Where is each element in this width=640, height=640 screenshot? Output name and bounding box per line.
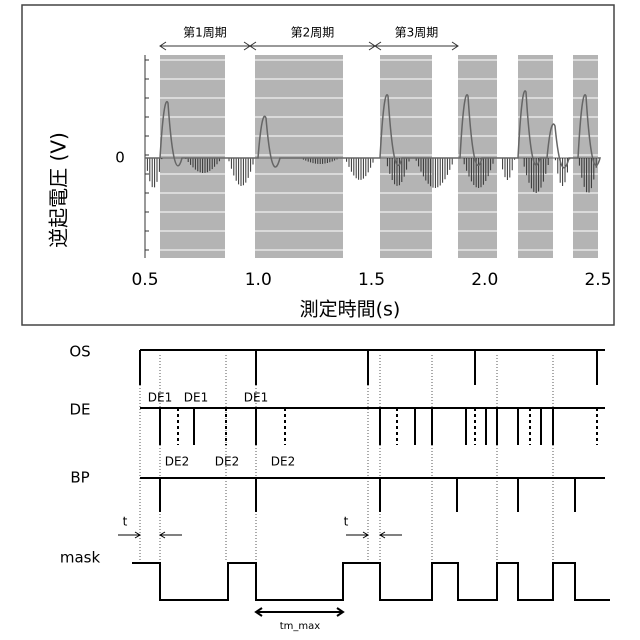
period-band [160,55,225,258]
timing-diagram: OS DE BP mask DE1 DE1 DE1 DE2 DE2 DE2 t t tm_max [60,343,610,633]
t-label: t [344,515,349,529]
figure: 0.5 1.0 1.5 2.0 2.5 第1周期 第2周期 第3周期 OS DE BP mask DE… [0,0,640,640]
x-tick-label: 2.0 [471,270,498,290]
period-label: 第1周期 [183,26,227,40]
tm-max-arrow [256,608,343,616]
x-tick-label: 2.5 [584,270,611,290]
de1-label: DE1 [148,391,172,405]
period-band [255,55,343,258]
period-band [380,55,432,258]
de1-label: DE1 [184,391,208,405]
row-label: OS [69,343,90,361]
tm-max-label: tm_max [280,621,321,632]
x-tick-label: 1.5 [358,270,385,290]
t-arrows [346,532,402,538]
period-band [458,55,497,258]
x-axis-label: 測定時間(s) [300,299,401,321]
mask-wave [132,563,610,600]
y-axis-label: 逆起電圧 (V) [47,132,71,248]
t-arrows [118,532,182,538]
de2-label: DE2 [215,455,239,469]
row-label: DE [69,401,90,419]
x-tick-label: 1.0 [245,270,272,290]
row-label: BP [70,469,89,487]
period-band [573,55,598,258]
de2-label: DE2 [165,455,189,469]
t-label: t [123,515,128,529]
period-label: 第2周期 [291,26,335,40]
zero-label: 0 [115,149,125,167]
period-label: 第3周期 [395,26,439,40]
de2-label: DE2 [271,455,295,469]
row-label: mask [60,549,101,567]
de1-label: DE1 [244,391,268,405]
x-tick-label: 0.5 [131,270,158,290]
